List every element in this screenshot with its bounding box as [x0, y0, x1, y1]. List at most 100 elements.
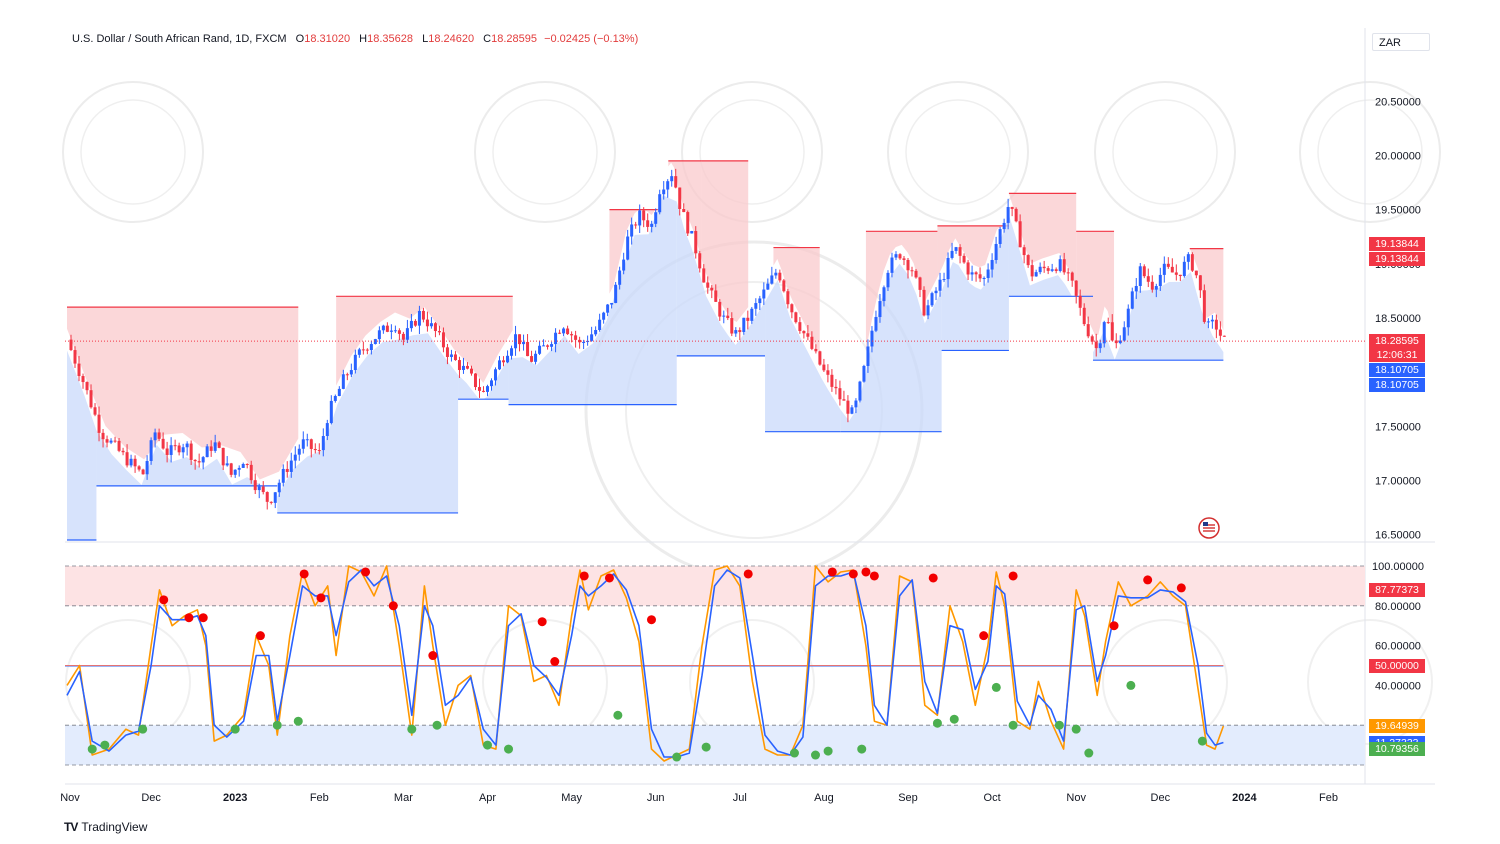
time-tick-label: Dec: [141, 792, 161, 804]
candle-body: [886, 272, 890, 288]
watermark-seal-inner: [905, 99, 1011, 205]
price-tag: 19.13844: [1369, 237, 1425, 252]
watermark-seal-inner: [1112, 99, 1218, 205]
candle-body: [205, 446, 209, 458]
candle-body: [1022, 247, 1026, 256]
candle-body: [405, 328, 409, 340]
candle-body: [141, 469, 145, 475]
candle-body: [986, 269, 990, 278]
candle-body: [966, 262, 970, 275]
candle-body: [421, 310, 425, 320]
bearish-cross-marker: [604, 573, 614, 583]
candle-body: [221, 447, 225, 466]
candle-body: [1198, 275, 1202, 291]
candle-body: [397, 330, 401, 334]
close-value: 18.28595: [491, 33, 537, 45]
change-value: −0.02425 (−0.13%): [544, 33, 639, 45]
candle-body: [425, 319, 429, 327]
time-tick-label: Jun: [647, 792, 665, 804]
candle-body: [678, 187, 682, 209]
candle-body: [153, 432, 157, 441]
open-label: O: [295, 33, 305, 45]
price-tick-label: 17.00000: [1375, 475, 1421, 487]
candle-body: [570, 334, 574, 336]
candle-body: [746, 317, 750, 321]
bullish-cross-marker: [504, 744, 514, 754]
bullish-cross-marker: [407, 724, 417, 734]
candle-body: [89, 390, 93, 408]
candle-body: [1150, 281, 1154, 290]
candle-body: [465, 365, 469, 369]
us-flag-icon[interactable]: [1198, 517, 1220, 539]
candle-body: [1158, 274, 1162, 287]
candle-body: [1102, 322, 1106, 344]
watermark-seal: [1299, 81, 1441, 223]
candle-body: [1166, 263, 1170, 267]
candle-body: [742, 317, 746, 333]
bullish-cross-marker: [272, 720, 282, 730]
candle-body: [209, 446, 213, 451]
candle-body: [1194, 270, 1198, 276]
tradingview-logo[interactable]: TV TradingView: [64, 820, 147, 834]
candle-body: [762, 289, 766, 299]
candle-body: [598, 319, 602, 330]
d-line: [66, 569, 1224, 758]
resistance-zone: [1008, 193, 1077, 288]
candle-body: [285, 468, 289, 472]
time-tick-label: Aug: [814, 792, 834, 804]
candle-body: [417, 310, 421, 326]
candle-body: [129, 458, 133, 466]
price-tag: 19.13844: [1369, 252, 1425, 267]
candle-body: [850, 407, 854, 414]
candle-body: [313, 448, 317, 451]
candle-body: [682, 208, 686, 213]
candle-body: [1146, 276, 1150, 282]
candle-body: [165, 448, 169, 455]
candle-body: [309, 439, 313, 449]
candle-body: [281, 468, 285, 483]
candle-body: [774, 272, 778, 276]
bearish-cross-marker: [428, 651, 438, 661]
candle-body: [846, 400, 850, 414]
candle-body: [245, 464, 249, 466]
candle-body: [1126, 308, 1130, 328]
candle-body: [1122, 327, 1126, 341]
candle-body: [445, 347, 449, 357]
resistance-zone: [865, 231, 938, 351]
bearish-cross-marker: [255, 631, 265, 641]
candle-body: [566, 328, 570, 335]
candle-body: [1174, 272, 1178, 275]
bearish-cross-marker: [1109, 621, 1119, 631]
oversold-zone: [65, 725, 1365, 765]
candle-body: [842, 399, 846, 401]
candle-body: [530, 356, 534, 362]
bearish-cross-marker: [184, 613, 194, 623]
candle-body: [574, 335, 578, 340]
high-label: H: [359, 33, 368, 45]
price-tick-label: 20.50000: [1375, 96, 1421, 108]
candle-body: [1202, 290, 1206, 322]
time-tick-label: Dec: [1151, 792, 1171, 804]
candle-body: [534, 353, 538, 362]
currency-button[interactable]: ZAR: [1372, 33, 1430, 51]
time-tick-label: Nov: [1066, 792, 1086, 804]
candle-body: [1030, 265, 1034, 277]
candle-body: [914, 270, 918, 278]
low-value: 18.24620: [428, 33, 475, 45]
candle-body: [654, 212, 658, 224]
candle-body: [910, 270, 914, 272]
candle-body: [706, 282, 710, 288]
support-zone: [508, 195, 677, 405]
candle-body: [526, 341, 530, 357]
support-zone: [96, 430, 278, 486]
candle-body: [938, 279, 942, 291]
oscillator-axis: 40.00000 60.00000 80.00000 100.00000: [1372, 561, 1424, 692]
candle-body: [858, 381, 862, 401]
candle-body: [590, 334, 594, 341]
candle-body: [666, 181, 670, 190]
candle-body: [193, 459, 197, 462]
bearish-cross-marker: [579, 571, 589, 581]
resistance-zone: [937, 225, 1009, 278]
candle-body: [758, 298, 762, 304]
candle-body: [702, 268, 706, 283]
